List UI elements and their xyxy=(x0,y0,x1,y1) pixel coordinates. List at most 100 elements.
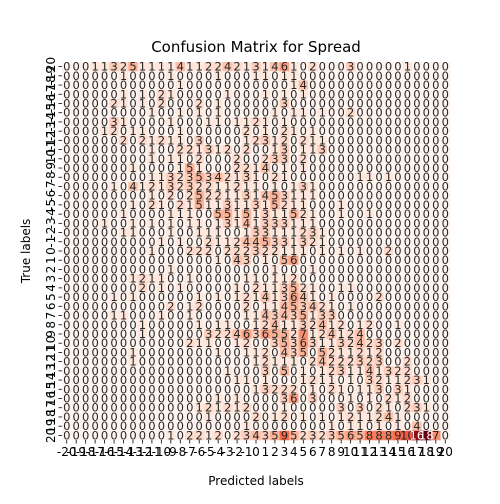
heatmap-cell xyxy=(393,246,403,256)
heatmap-cell xyxy=(203,338,214,349)
heatmap-cell xyxy=(109,237,120,247)
heatmap-cell xyxy=(222,172,233,183)
heatmap-cell xyxy=(440,320,451,330)
heatmap-cell xyxy=(317,329,328,339)
heatmap-cell xyxy=(156,62,167,72)
heatmap-cell xyxy=(99,144,110,155)
heatmap-cell xyxy=(412,283,422,293)
heatmap-cell xyxy=(62,144,72,155)
heatmap-cell xyxy=(289,292,299,303)
heatmap-cell xyxy=(90,117,101,127)
heatmap-cell xyxy=(222,80,233,90)
heatmap-cell xyxy=(213,310,224,321)
heatmap-cell xyxy=(137,71,148,81)
heatmap-cell xyxy=(203,126,214,137)
heatmap-cell xyxy=(402,108,413,118)
heatmap-cell xyxy=(440,135,451,146)
heatmap-cell xyxy=(421,181,432,192)
heatmap-cell xyxy=(71,172,82,183)
heatmap-cell xyxy=(185,98,195,109)
heatmap-cell xyxy=(402,89,413,100)
heatmap-cell xyxy=(355,62,366,72)
heatmap-cell xyxy=(137,117,148,127)
heatmap-cell xyxy=(185,237,195,247)
heatmap-cell xyxy=(99,80,110,90)
heatmap-cell xyxy=(90,163,101,173)
heatmap-cell xyxy=(185,200,195,210)
heatmap-cell xyxy=(118,117,129,127)
heatmap-cell xyxy=(62,62,72,72)
heatmap-cell xyxy=(71,209,82,220)
heatmap-cell xyxy=(364,108,375,118)
heatmap-cell xyxy=(317,301,328,312)
heatmap-cell xyxy=(440,237,451,247)
heatmap-cell xyxy=(326,338,337,349)
heatmap-cell xyxy=(326,274,337,284)
heatmap-cell xyxy=(336,62,347,72)
y-axis-label: True labels xyxy=(19,219,33,285)
heatmap-cell xyxy=(99,181,110,192)
heatmap-cell xyxy=(270,98,280,109)
heatmap-cell xyxy=(289,237,299,247)
heatmap-cell xyxy=(156,329,167,339)
heatmap-cell xyxy=(222,89,233,100)
heatmap-cell xyxy=(317,227,328,238)
heatmap-cell xyxy=(203,283,214,293)
heatmap-cell xyxy=(213,283,224,293)
heatmap-cell xyxy=(383,237,394,247)
heatmap-cell xyxy=(440,283,451,293)
heatmap-cell xyxy=(355,246,366,256)
heatmap-cell xyxy=(289,301,299,312)
heatmap-cell xyxy=(402,310,413,321)
heatmap-cell xyxy=(270,154,280,164)
heatmap-cell xyxy=(71,237,82,247)
heatmap-cell xyxy=(109,283,120,293)
heatmap-cell xyxy=(241,172,252,183)
heatmap-cell xyxy=(326,71,337,81)
heatmap-cell xyxy=(345,80,356,90)
heatmap-cell xyxy=(147,218,157,229)
heatmap-cell xyxy=(251,191,262,201)
heatmap-cell xyxy=(128,62,138,72)
heatmap-cell xyxy=(393,172,403,183)
heatmap-cell xyxy=(326,292,337,303)
heatmap-cell xyxy=(431,144,441,155)
heatmap-cell xyxy=(279,89,290,100)
heatmap-cell xyxy=(326,154,337,164)
heatmap-cell xyxy=(431,237,441,247)
heatmap-cell xyxy=(412,172,422,183)
heatmap-cell xyxy=(374,246,385,256)
heatmap-cell xyxy=(222,62,233,72)
heatmap-cell xyxy=(289,200,299,210)
heatmap-cell xyxy=(147,320,157,330)
heatmap-cell xyxy=(308,89,318,100)
heatmap-cell xyxy=(213,98,224,109)
heatmap-cell xyxy=(147,126,157,137)
heatmap-cell xyxy=(109,255,120,266)
heatmap-cell xyxy=(137,163,148,173)
heatmap-cell xyxy=(383,283,394,293)
heatmap-cell xyxy=(194,154,205,164)
heatmap-cell xyxy=(109,218,120,229)
heatmap-cell xyxy=(147,108,157,118)
heatmap-cell xyxy=(213,227,224,238)
heatmap-cell xyxy=(298,329,309,339)
heatmap-cell xyxy=(393,237,403,247)
heatmap-cell xyxy=(279,181,290,192)
heatmap-cell xyxy=(440,163,451,173)
heatmap-cell xyxy=(270,172,280,183)
heatmap-cell xyxy=(270,181,280,192)
heatmap-cell xyxy=(270,310,280,321)
heatmap-cell xyxy=(194,200,205,210)
heatmap-cell xyxy=(383,126,394,137)
heatmap-cell xyxy=(222,181,233,192)
heatmap-cell xyxy=(213,172,224,183)
heatmap-cell xyxy=(270,191,280,201)
heatmap-cell xyxy=(166,310,176,321)
heatmap-cell xyxy=(412,320,422,330)
heatmap-cell xyxy=(213,209,224,220)
heatmap-cell xyxy=(402,200,413,210)
heatmap-cell xyxy=(222,338,233,349)
heatmap-cell xyxy=(185,126,195,137)
heatmap-cell xyxy=(260,200,271,210)
